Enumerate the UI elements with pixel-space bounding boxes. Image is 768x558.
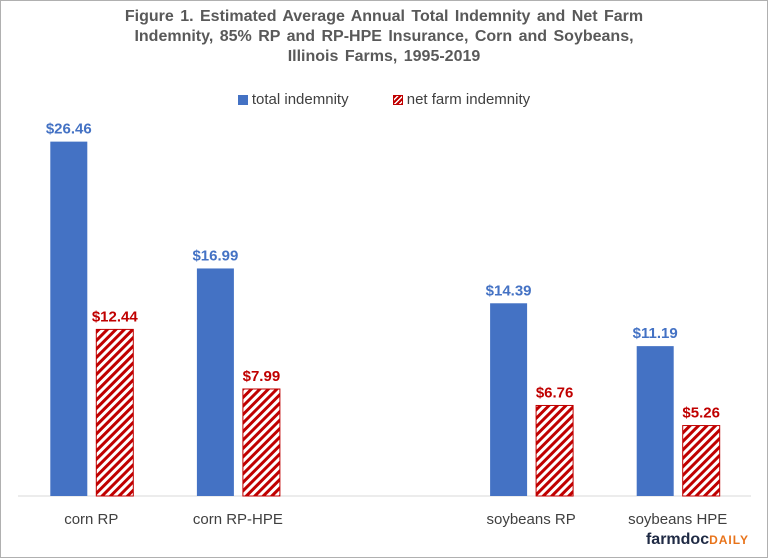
bar-total-indemnity	[196, 268, 234, 496]
legend: total indemnity net farm indemnity	[1, 91, 767, 109]
title-line-2: Indemnity, 85% RP and RP-HPE Insurance, …	[134, 28, 634, 45]
x-tick-label: corn RP-HPE	[193, 511, 283, 528]
bar-net-farm-indemnity	[535, 404, 574, 497]
legend-swatch-net	[392, 94, 403, 105]
legend-item-net: net farm indemnity	[392, 91, 531, 108]
legend-label: net farm indemnity	[406, 91, 531, 108]
legend-swatch-total	[237, 94, 248, 105]
title-line-1: Figure 1. Estimated Average Annual Total…	[124, 8, 644, 25]
data-label: $12.44	[92, 308, 139, 325]
bar-net-farm-indemnity	[682, 425, 721, 497]
bar-total-indemnity	[636, 346, 674, 496]
data-label: $16.99	[192, 247, 238, 264]
data-label: $14.39	[486, 282, 532, 299]
legend-label: total indemnity	[251, 91, 349, 108]
x-tick-label: soybeans RP	[486, 511, 575, 528]
logo-accent: DAILY	[709, 533, 749, 547]
bar-net-farm-indemnity	[242, 388, 281, 497]
data-label: $26.46	[46, 121, 92, 138]
bar-total-indemnity	[490, 303, 528, 496]
bar-net-farm-indemnity	[95, 328, 134, 497]
farmdoc-daily-logo: farmdocDAILY	[646, 531, 749, 549]
logo-main: farmdoc	[645, 531, 710, 548]
x-tick-label: corn RP	[64, 511, 118, 528]
legend-item-total: total indemnity	[237, 91, 349, 108]
data-label: $11.19	[633, 325, 678, 342]
data-label: $6.76	[536, 384, 574, 401]
chart-title: Figure 1. Estimated Average Annual Total…	[1, 7, 767, 67]
x-tick-label: soybeans HPE	[628, 511, 727, 528]
data-label: $5.26	[682, 405, 720, 422]
data-label: $7.99	[243, 368, 281, 385]
title-line-3: Illinois Farms, 1995-2019	[287, 48, 481, 65]
bar-total-indemnity	[50, 141, 88, 496]
